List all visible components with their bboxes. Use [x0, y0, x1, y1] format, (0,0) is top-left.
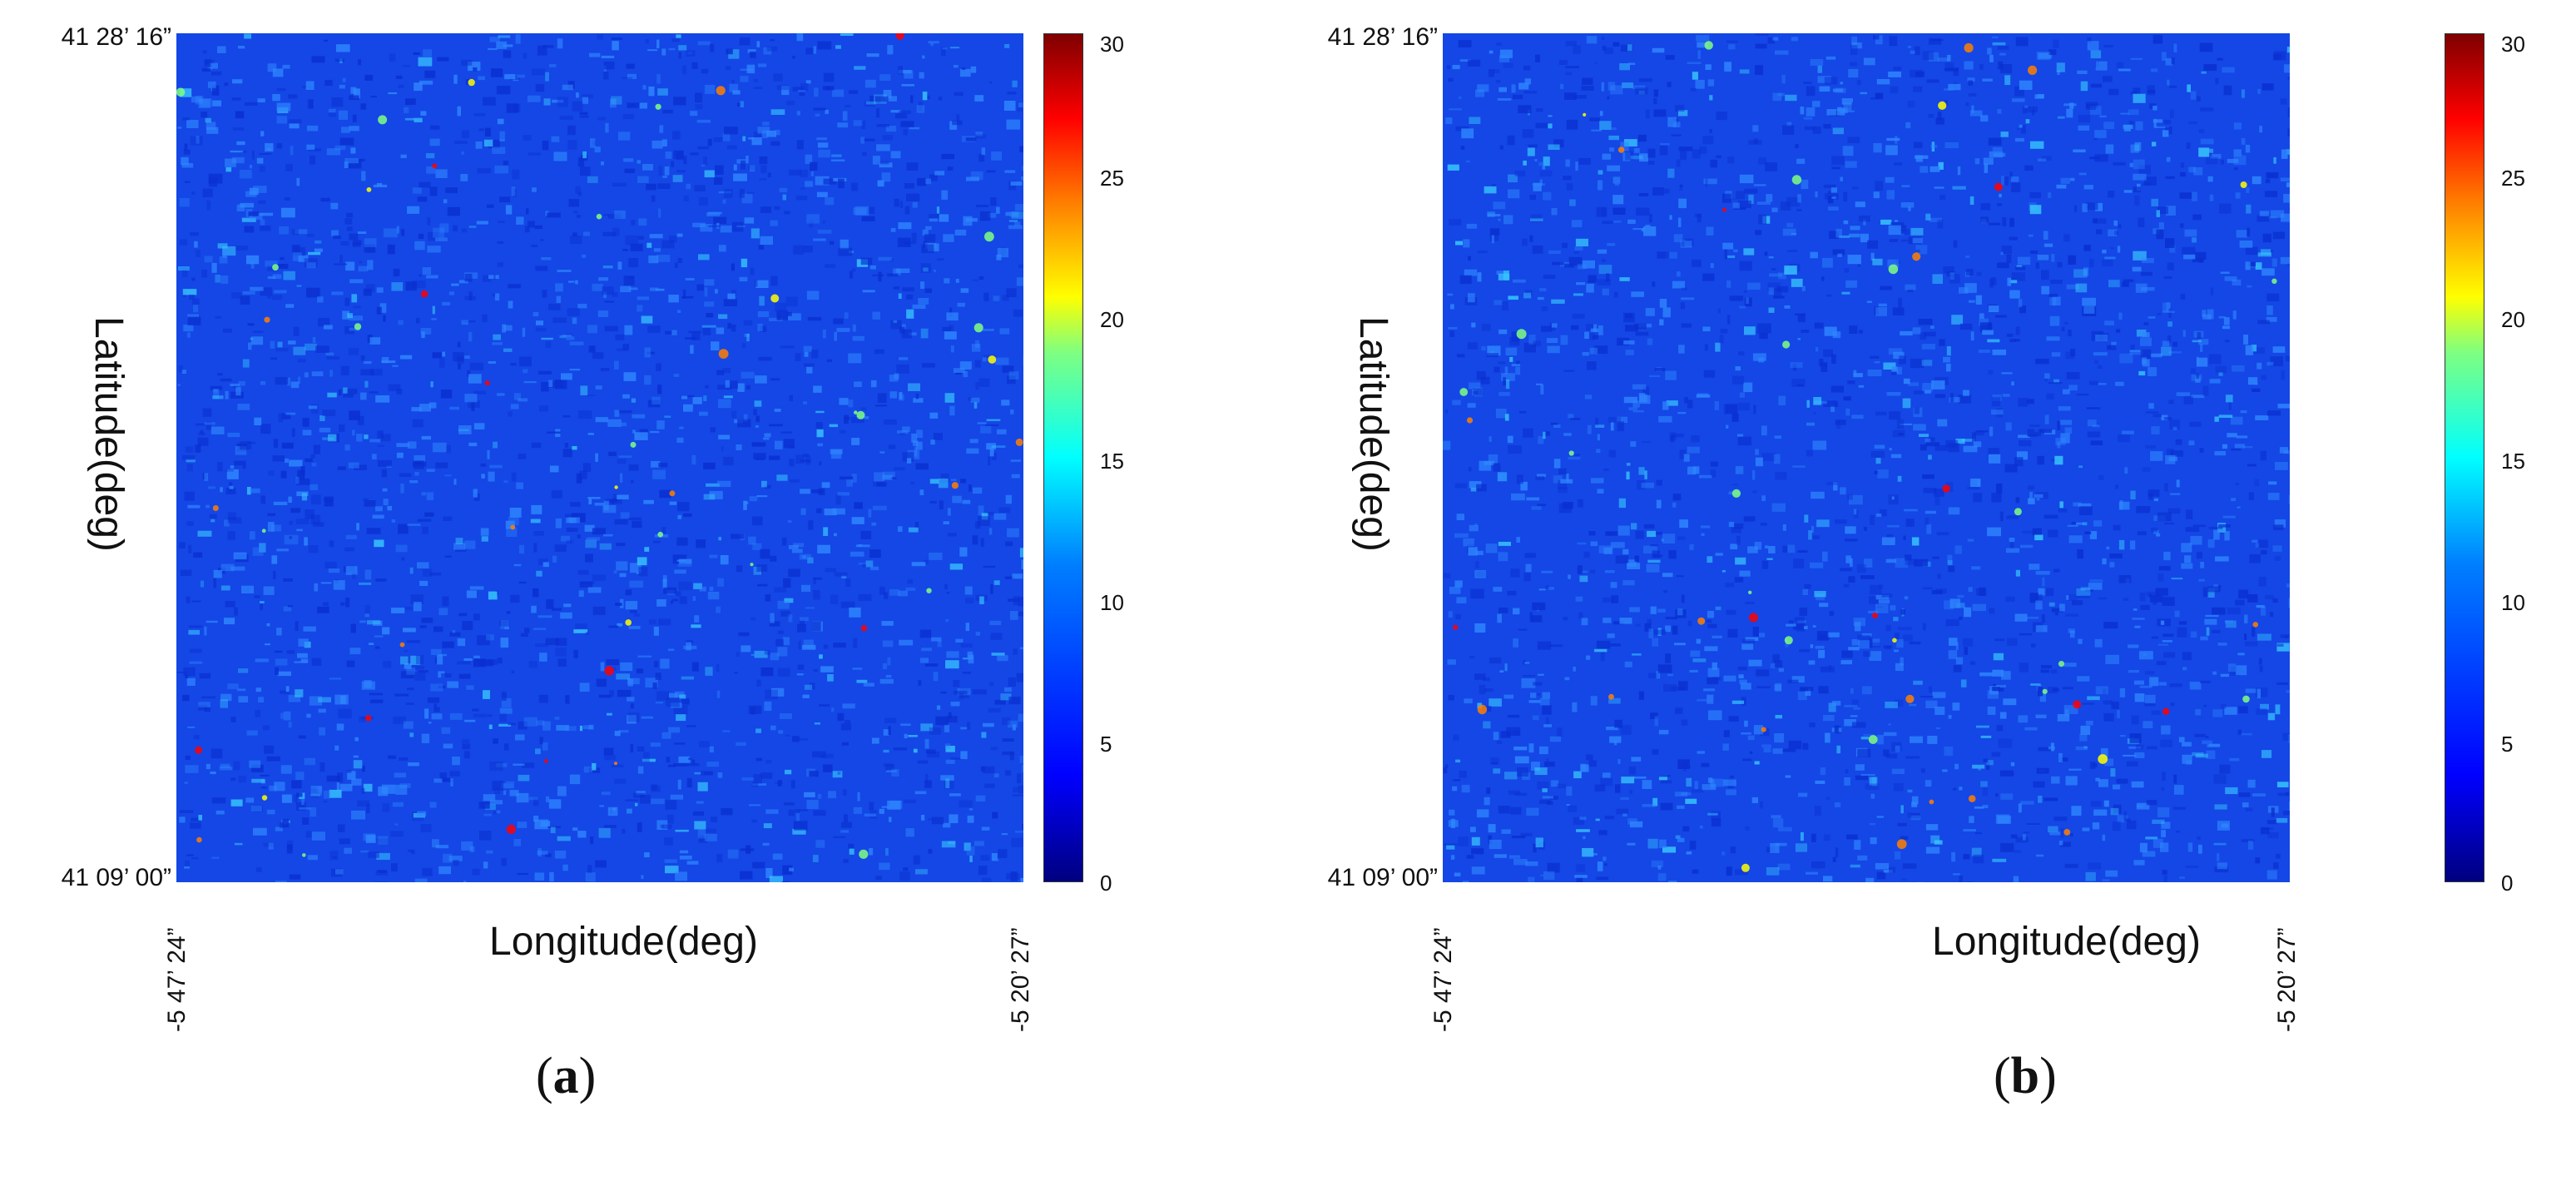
colorbar-tick: 25 [2501, 166, 2525, 191]
map-background [176, 33, 1023, 882]
colorbar-tick: 5 [1100, 732, 1112, 757]
colorbar-tick: 15 [1100, 449, 1124, 474]
panel-b: 30 25 20 15 10 5 0 41 28’ 16” 41 09’ 00”… [1288, 0, 2576, 1201]
colorbar-tick: 0 [1100, 871, 1112, 896]
x-axis-label: Longitude(deg) [1932, 920, 2201, 964]
colorbar-tick: 0 [2501, 871, 2514, 896]
lon-tick-left: -5 47’ 24” [163, 927, 191, 1032]
colorbar-b [2445, 33, 2484, 882]
y-axis-label: Latitude(deg) [1351, 316, 1395, 552]
lat-tick-bottom: 41 09’ 00” [61, 864, 171, 891]
raster-map-b [1443, 33, 2290, 882]
colorbar-tick: 5 [2501, 732, 2514, 757]
panel-a: 30 25 20 15 10 5 0 41 28’ 16” 41 09’ 00”… [61, 23, 1124, 1105]
y-axis-label: Latitude(deg) [87, 316, 131, 552]
map-texture [176, 33, 1023, 882]
colorbar-tick: 20 [1100, 307, 1124, 332]
colorbar-tick: 30 [1100, 32, 1124, 57]
map-background [1443, 33, 2290, 882]
lat-tick-bottom: 41 09’ 00” [1327, 864, 1438, 891]
colorbar-a [1043, 33, 1083, 882]
colorbar-tick: 15 [2501, 449, 2525, 474]
colorbar-tick: 30 [2501, 32, 2525, 57]
lat-tick-top: 41 28’ 16” [61, 23, 171, 51]
raster-map-a [176, 33, 1023, 882]
panel-label-a: (a) [536, 1048, 597, 1104]
colorbar-tick: 20 [2501, 307, 2525, 332]
lon-tick-right: -5 20’ 27” [2273, 927, 2301, 1032]
panel-label-b: (b) [1994, 1048, 2057, 1104]
colorbar-tick: 25 [1100, 166, 1124, 191]
colorbar-tick: 10 [2501, 590, 2525, 615]
lat-tick-top: 41 28’ 16” [1327, 23, 1438, 51]
colorbar-tick: 10 [1100, 590, 1124, 615]
lon-tick-right: -5 20’ 27” [1007, 927, 1034, 1032]
lon-tick-left: -5 47’ 24” [1429, 927, 1457, 1032]
map-texture [1443, 33, 2290, 882]
x-axis-label: Longitude(deg) [489, 920, 758, 964]
